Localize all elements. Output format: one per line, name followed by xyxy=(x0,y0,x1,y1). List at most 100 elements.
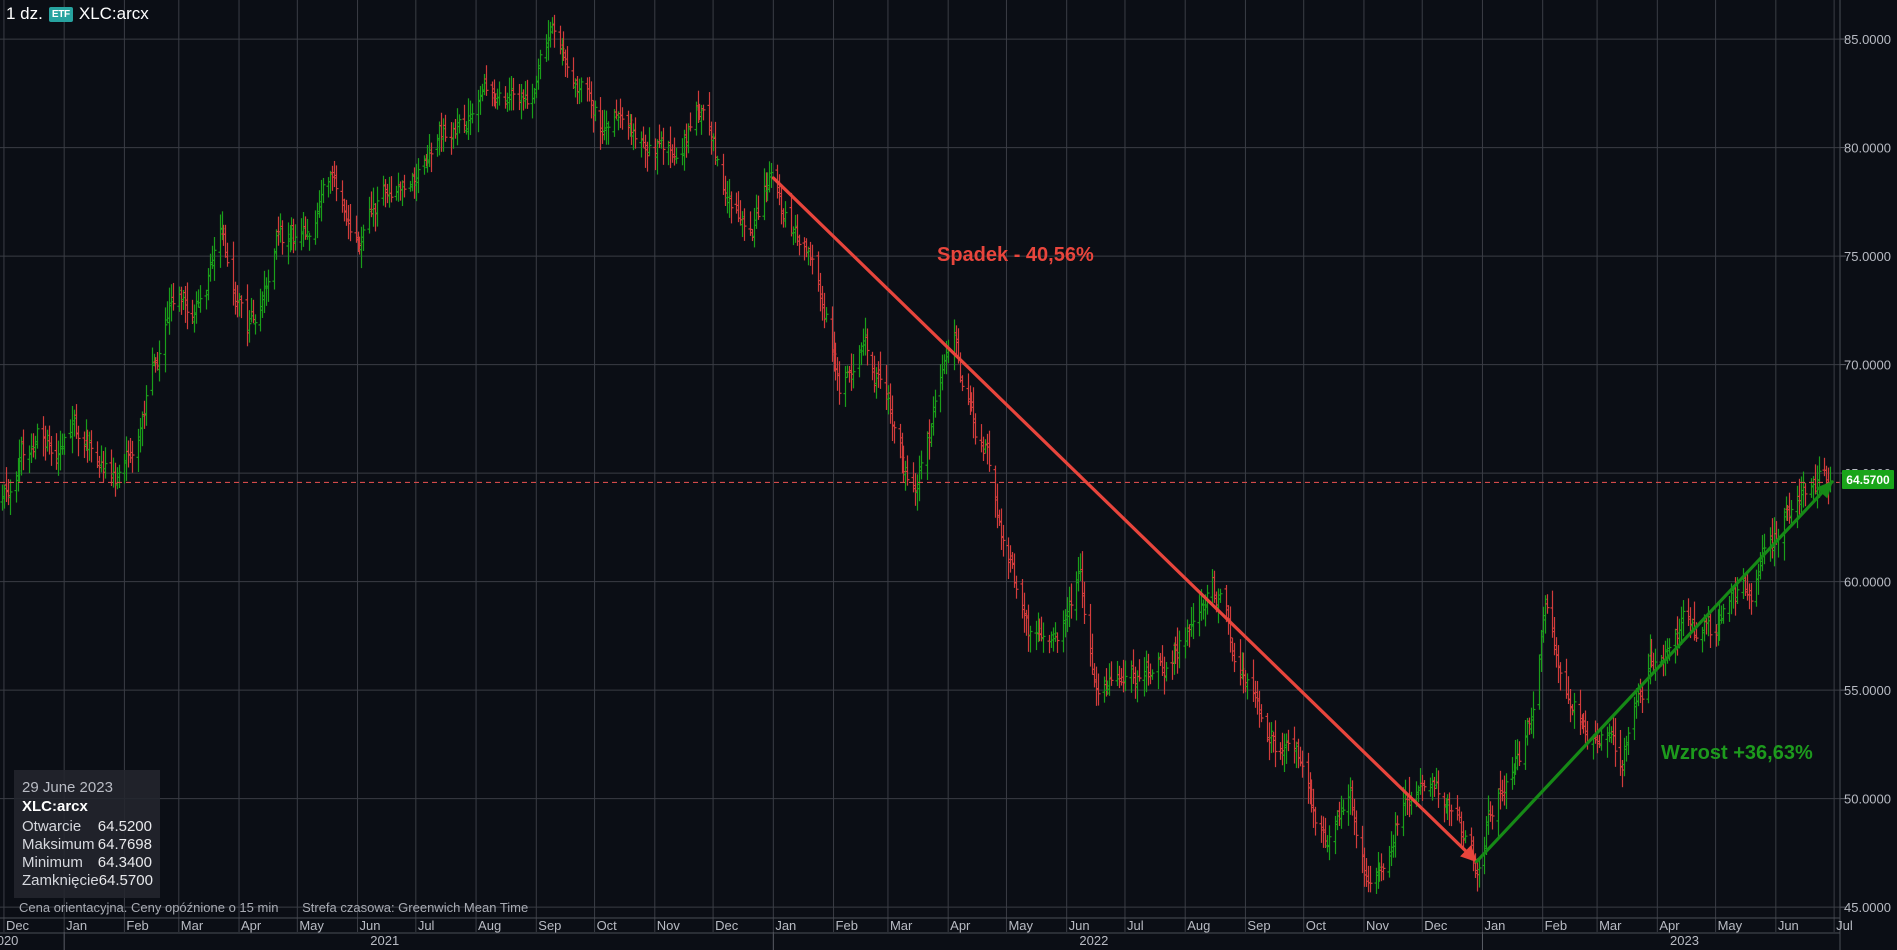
ohlc-bar xyxy=(1137,659,1142,682)
ohlc-bar xyxy=(429,142,434,173)
ohlc-bar xyxy=(1041,622,1046,653)
x-tick-label: Feb xyxy=(1545,918,1567,933)
ohlc-bar xyxy=(307,232,312,251)
ohlc-tooltip: 29 June 2023 XLC:arcx Otwarcie 64.5200 M… xyxy=(14,770,160,898)
interval-label[interactable]: 1 dz. xyxy=(6,4,43,23)
ohlc-bar xyxy=(620,107,625,130)
tooltip-value: 64.5700 xyxy=(98,872,153,889)
x-tick-label: Apr xyxy=(950,918,971,933)
ohlc-bar xyxy=(810,244,815,275)
x-tick-label: Dec xyxy=(1424,918,1448,933)
ohlc-bar xyxy=(960,375,965,392)
ohlc-bar xyxy=(89,430,94,463)
rise-annotation: Wzrost +36,63% xyxy=(1661,742,1813,764)
ohlc-bar xyxy=(1109,661,1114,686)
ohlc-bar xyxy=(470,103,475,124)
ohlc-bar xyxy=(661,127,666,165)
ohlc-bar xyxy=(1708,612,1713,648)
tooltip-value: 64.5200 xyxy=(97,818,152,835)
ohlc-bar xyxy=(878,351,883,389)
ohlc-bar xyxy=(1354,810,1359,849)
timezone-note: Strefa czasowa: Greenwich Mean Time xyxy=(302,900,529,915)
ohlc-bar xyxy=(484,65,489,96)
x-tick-label: Jun xyxy=(1069,918,1090,933)
ohlc-bar xyxy=(1789,499,1794,526)
ohlc-bar xyxy=(1164,661,1169,682)
ohlc-bar xyxy=(76,425,81,457)
ohlc-bar xyxy=(1286,729,1291,752)
ohlc-bar xyxy=(334,165,339,202)
ohlc-bar xyxy=(1096,673,1101,706)
ohlc-bar xyxy=(361,224,366,251)
ohlc-bar xyxy=(593,100,598,122)
ohlc-bar xyxy=(1123,660,1128,692)
drop-annotation: Spadek - 40,56% xyxy=(937,244,1094,266)
ohlc-bar xyxy=(1245,673,1250,700)
tooltip-label: Minimum xyxy=(22,854,83,871)
ohlc-bar xyxy=(1531,691,1536,739)
x-tick-label: Jan xyxy=(775,918,796,933)
x-tick-label: Sep xyxy=(1247,918,1270,933)
ohlc-bar xyxy=(171,282,176,311)
ohlc-bar xyxy=(416,158,421,194)
x-tick-label: Feb xyxy=(836,918,858,933)
ohlc-bar xyxy=(905,455,910,486)
ohlc-bar xyxy=(402,174,407,198)
ohlc-bar xyxy=(701,104,706,121)
tooltip-row-high: Maksimum 64.7698 xyxy=(22,836,152,854)
ohlc-bar xyxy=(633,117,638,149)
ohlc-bar xyxy=(1463,830,1468,844)
ohlc-bar xyxy=(1082,581,1087,624)
ohlc-bar xyxy=(1368,865,1373,893)
ohlc-bar xyxy=(1613,718,1618,767)
ohlc-bar xyxy=(253,314,258,335)
y-tick-label: 50.0000 xyxy=(1844,792,1891,807)
symbol-label[interactable]: XLC:arcx xyxy=(78,4,149,23)
ohlc-bar xyxy=(1545,594,1550,614)
ohlc-bar xyxy=(865,328,870,366)
ohlc-bar xyxy=(1490,805,1495,830)
ohlc-bar xyxy=(1721,603,1726,624)
ohlc-bar xyxy=(1028,625,1033,653)
x-tick-label: Nov xyxy=(1366,918,1390,933)
ohlc-bar xyxy=(1572,692,1577,729)
ohlc-bar xyxy=(837,361,842,405)
tooltip-row-low: Minimum 64.3400 xyxy=(22,854,152,872)
x-tick-label: Jun xyxy=(1778,918,1799,933)
ohlc-bar xyxy=(103,447,108,479)
ohlc-bar xyxy=(589,81,594,119)
x-tick-label: Mar xyxy=(890,918,913,933)
ohlc-bar xyxy=(1801,471,1806,508)
drop-arrow[interactable] xyxy=(771,176,1479,864)
ohlc-bar xyxy=(1001,524,1006,557)
ohlc-bar xyxy=(225,242,230,267)
x-tick-label: Oct xyxy=(597,918,618,933)
ohlc-bar xyxy=(565,46,570,78)
ohlc-bar xyxy=(1558,662,1563,691)
ohlc-bar xyxy=(8,479,13,515)
x-tick-label: Mar xyxy=(181,918,204,933)
time-axis: Dec Jan Feb Mar Apr May Jun Jul Aug Sep Oct Nov Dec J… xyxy=(0,917,1853,950)
x-tick-label: Jan xyxy=(66,918,87,933)
ohlc-bar xyxy=(348,203,353,242)
ohlc-bar xyxy=(1599,730,1604,751)
ohlc-bar xyxy=(497,81,502,106)
ohlc-bar xyxy=(1191,603,1196,640)
ohlc-bar xyxy=(375,186,380,227)
x-tick-label: May xyxy=(1008,918,1033,933)
ohlc-bar xyxy=(280,220,285,255)
y-tick-label: 55.0000 xyxy=(1844,683,1891,698)
x-tick-label: Apr xyxy=(241,918,262,933)
ohlc-bar xyxy=(1055,632,1060,653)
rise-arrow[interactable] xyxy=(1475,480,1834,864)
ohlc-bar xyxy=(266,269,271,302)
ohlc-bar xyxy=(892,421,897,444)
etf-badge: ETF xyxy=(48,6,73,22)
ohlc-bar xyxy=(1150,669,1155,680)
tooltip-label: Otwarcie xyxy=(22,818,82,835)
ohlc-bar xyxy=(1626,726,1631,755)
y-tick-label: 80.0000 xyxy=(1844,141,1891,156)
ohlc-bar xyxy=(443,114,448,142)
